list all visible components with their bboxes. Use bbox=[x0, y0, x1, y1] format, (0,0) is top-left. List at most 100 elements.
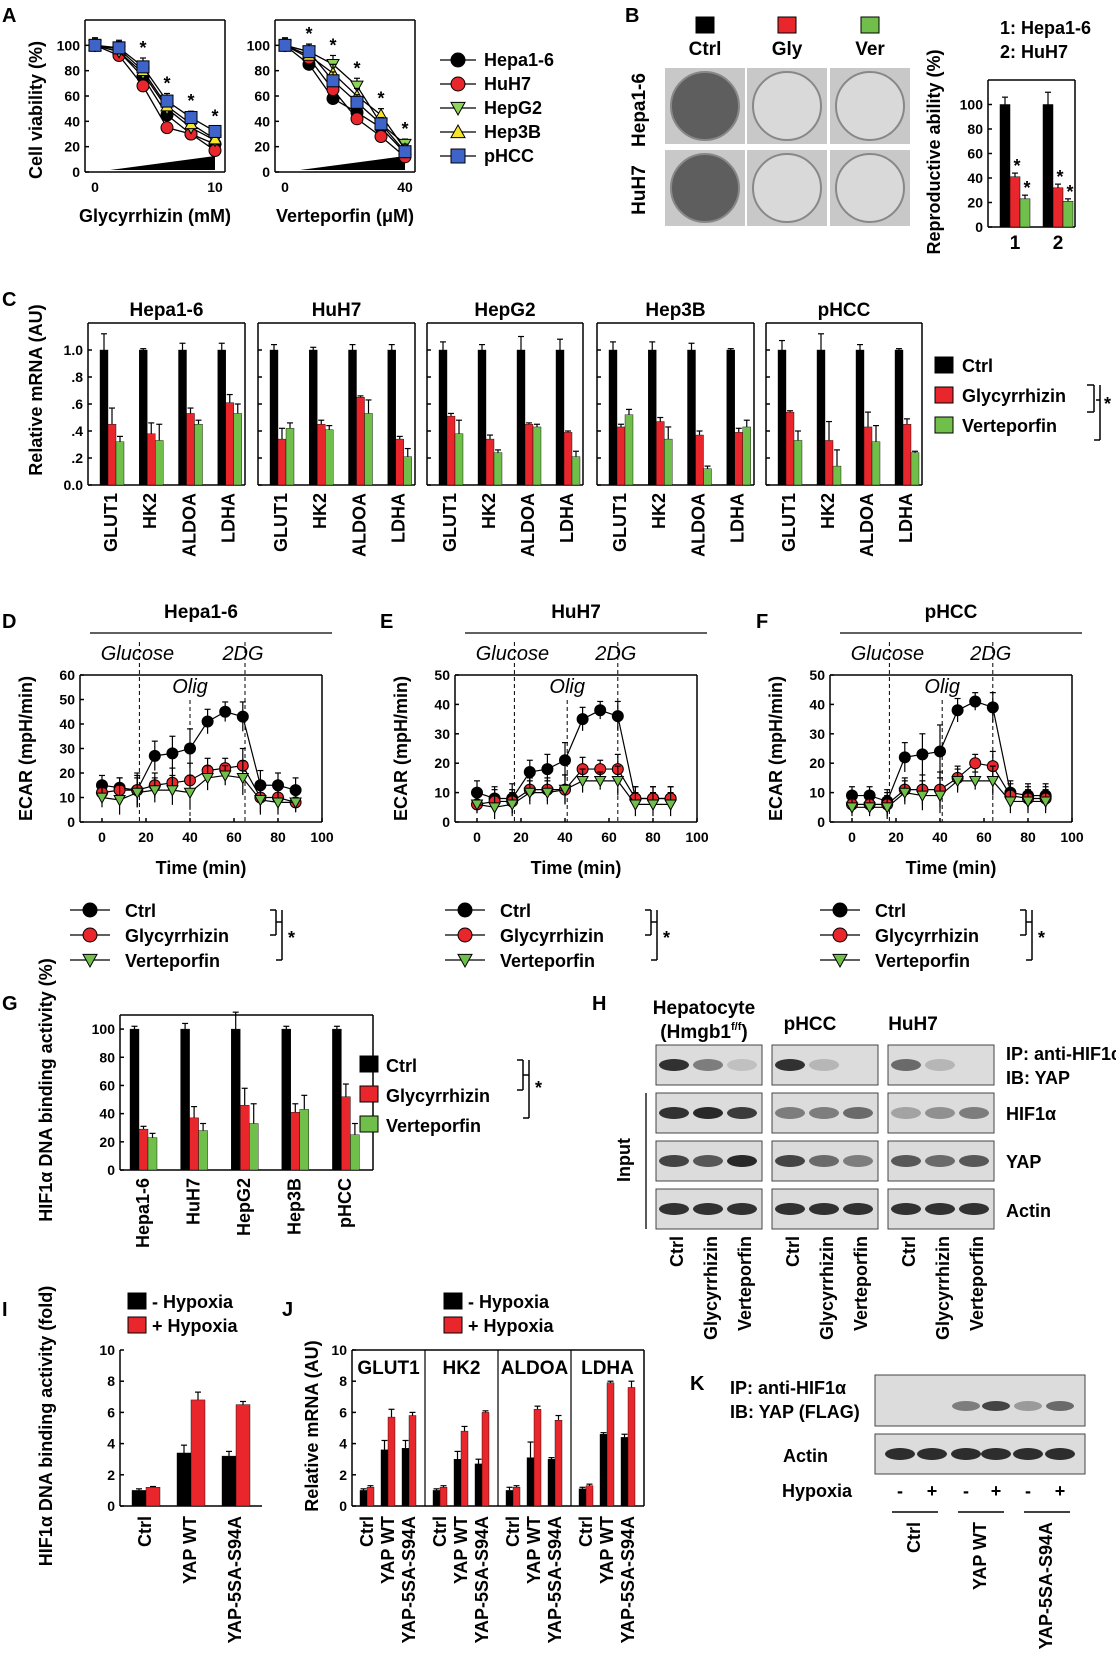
legend-label: Glycyrrhizin bbox=[962, 386, 1066, 406]
y-tick-label: 1.0 bbox=[64, 342, 84, 358]
data-point-Verteporfin bbox=[1021, 796, 1035, 808]
bar-Ctrl bbox=[999, 104, 1011, 228]
panel-b-ylabel: Reproductive ability (%) bbox=[924, 49, 944, 254]
data-point-Ctrl bbox=[594, 704, 607, 717]
bar-Ctrl bbox=[217, 349, 226, 486]
bar-Ctrl bbox=[648, 349, 657, 486]
blot-row-label: IB: YAP bbox=[1006, 1068, 1070, 1088]
panel-a-ylabel: Cell viability (%) bbox=[26, 41, 46, 179]
bar-Verteporfin bbox=[493, 452, 503, 486]
y-tick-label: 60 bbox=[254, 88, 270, 104]
data-point-Verteporfin bbox=[593, 775, 607, 788]
bar-Ctrl bbox=[608, 349, 618, 486]
blot-band bbox=[843, 1203, 873, 1215]
data-point-Verteporfin bbox=[271, 797, 285, 809]
data-point-Ctrl bbox=[559, 754, 571, 767]
bar-Glycyrrhizin bbox=[239, 1104, 250, 1171]
legend-label: - Hypoxia bbox=[152, 1292, 234, 1312]
bar-Verteporfin bbox=[793, 440, 803, 486]
bar-+ Hypoxia bbox=[145, 1487, 161, 1507]
bar-- Hypoxia bbox=[474, 1463, 483, 1507]
blot-band bbox=[951, 1448, 981, 1460]
x-tick-label: 100 bbox=[685, 829, 709, 845]
bar-Glycyrrhizin bbox=[656, 421, 665, 486]
data-point-Ctrl bbox=[986, 701, 999, 714]
panel-j: - Hypoxia + Hypoxia Relative mRNA (AU) 0 2 4 6… bbox=[302, 1292, 645, 1643]
blot-band bbox=[659, 1059, 689, 1071]
panel-a-legend: Hepa1-6 HuH7 HepG2 Hep3B pHCC bbox=[440, 50, 554, 166]
bar-Glycyrrhizin bbox=[616, 426, 626, 486]
y-tick-label: 4 bbox=[107, 1436, 115, 1452]
y-tick-label: 60 bbox=[967, 146, 983, 162]
bar-- Hypoxia bbox=[547, 1458, 556, 1507]
legend-marker-Hep3B bbox=[450, 123, 466, 139]
bar-Ctrl bbox=[99, 349, 109, 486]
legend-label: Verteporfin bbox=[875, 951, 970, 971]
y-tick-label: 2 bbox=[339, 1467, 347, 1483]
blot-group-label: Hepatocyte bbox=[653, 998, 755, 1019]
x-axis-label: Time (min) bbox=[531, 858, 622, 878]
x-tick-label: 40 bbox=[182, 829, 198, 845]
x-tick-label: Ctrl bbox=[357, 1516, 377, 1547]
significance-star: * bbox=[211, 106, 218, 126]
bar-- Hypoxia bbox=[432, 1490, 441, 1507]
legend-label: + Hypoxia bbox=[152, 1316, 239, 1336]
data-point-Ctrl bbox=[611, 710, 624, 723]
legend-swatch bbox=[443, 1292, 463, 1310]
bar-Ctrl bbox=[332, 1028, 342, 1171]
key-label: 2: HuH7 bbox=[1000, 42, 1068, 62]
hypoxia-label: Hypoxia bbox=[782, 1481, 853, 1501]
bar-Glycyrrhizin bbox=[138, 1128, 149, 1171]
legend-label: Ctrl bbox=[962, 356, 993, 376]
legend-label: Ctrl bbox=[500, 901, 531, 921]
panel-label-f: F bbox=[756, 611, 768, 633]
bar-+ Hypoxia bbox=[366, 1487, 375, 1507]
y-tick-label: 30 bbox=[59, 741, 75, 757]
blot-band bbox=[917, 1448, 947, 1460]
blot-band bbox=[693, 1155, 723, 1167]
data-point-pHCC bbox=[112, 41, 126, 55]
bar-Glycyrrhizin bbox=[485, 438, 495, 486]
y-tick-label: 0.0 bbox=[64, 477, 84, 493]
colony-plate bbox=[835, 71, 905, 141]
data-point-Verteporfin bbox=[148, 785, 162, 797]
series-line-Glycyrrhizin bbox=[852, 762, 1046, 805]
data-point-Ctrl bbox=[219, 705, 232, 718]
blot-band bbox=[775, 1107, 805, 1119]
x-tick-label: HuH7 bbox=[183, 1178, 203, 1225]
blot-strip bbox=[874, 1374, 1086, 1427]
bar-Glycyrrhizin bbox=[863, 426, 873, 486]
blot-group-sublabel: (Hmgb1f/f) bbox=[660, 1021, 747, 1043]
blot-band bbox=[891, 1059, 921, 1071]
x-tick-label: ALDOA bbox=[688, 493, 708, 557]
legend-swatch-gly bbox=[359, 1085, 379, 1103]
legend-marker-HepG2 bbox=[450, 101, 466, 117]
data-point-Verteporfin bbox=[986, 775, 1000, 788]
colony-plate bbox=[752, 153, 822, 223]
x-tick-label: 0 bbox=[473, 829, 481, 845]
x-tick-label: YAP WT bbox=[524, 1516, 544, 1584]
bar-Glycyrrhizin bbox=[395, 438, 404, 486]
blot-band bbox=[775, 1059, 805, 1071]
legend-marker-ver bbox=[832, 953, 848, 969]
y-tick-label: 10 bbox=[434, 785, 450, 801]
significance-star: * bbox=[663, 928, 670, 948]
bar-- Hypoxia bbox=[599, 1434, 608, 1507]
bar-+ Hypoxia bbox=[627, 1387, 636, 1507]
blot-group-label: HuH7 bbox=[888, 1014, 938, 1035]
y-tick-label: 0 bbox=[975, 219, 983, 235]
x-tick-label: ALDOA bbox=[179, 493, 199, 557]
bar-Glycyrrhizin bbox=[356, 397, 365, 486]
data-point-Verteporfin bbox=[95, 792, 109, 805]
x-tick-label: 0 bbox=[91, 179, 99, 195]
bar-Ctrl bbox=[816, 349, 826, 486]
y-tick-label: 60 bbox=[99, 1077, 115, 1093]
bar-+ Hypoxia bbox=[554, 1419, 563, 1507]
blot-band bbox=[693, 1059, 723, 1071]
legend-label: Glycyrrhizin bbox=[875, 926, 979, 946]
x-axis-label: Glycyrrhizin (mM) bbox=[79, 206, 231, 226]
data-point-Ctrl bbox=[523, 766, 536, 779]
x-tick-label: 20 bbox=[138, 829, 154, 845]
y-tick-label: 100 bbox=[960, 97, 984, 113]
